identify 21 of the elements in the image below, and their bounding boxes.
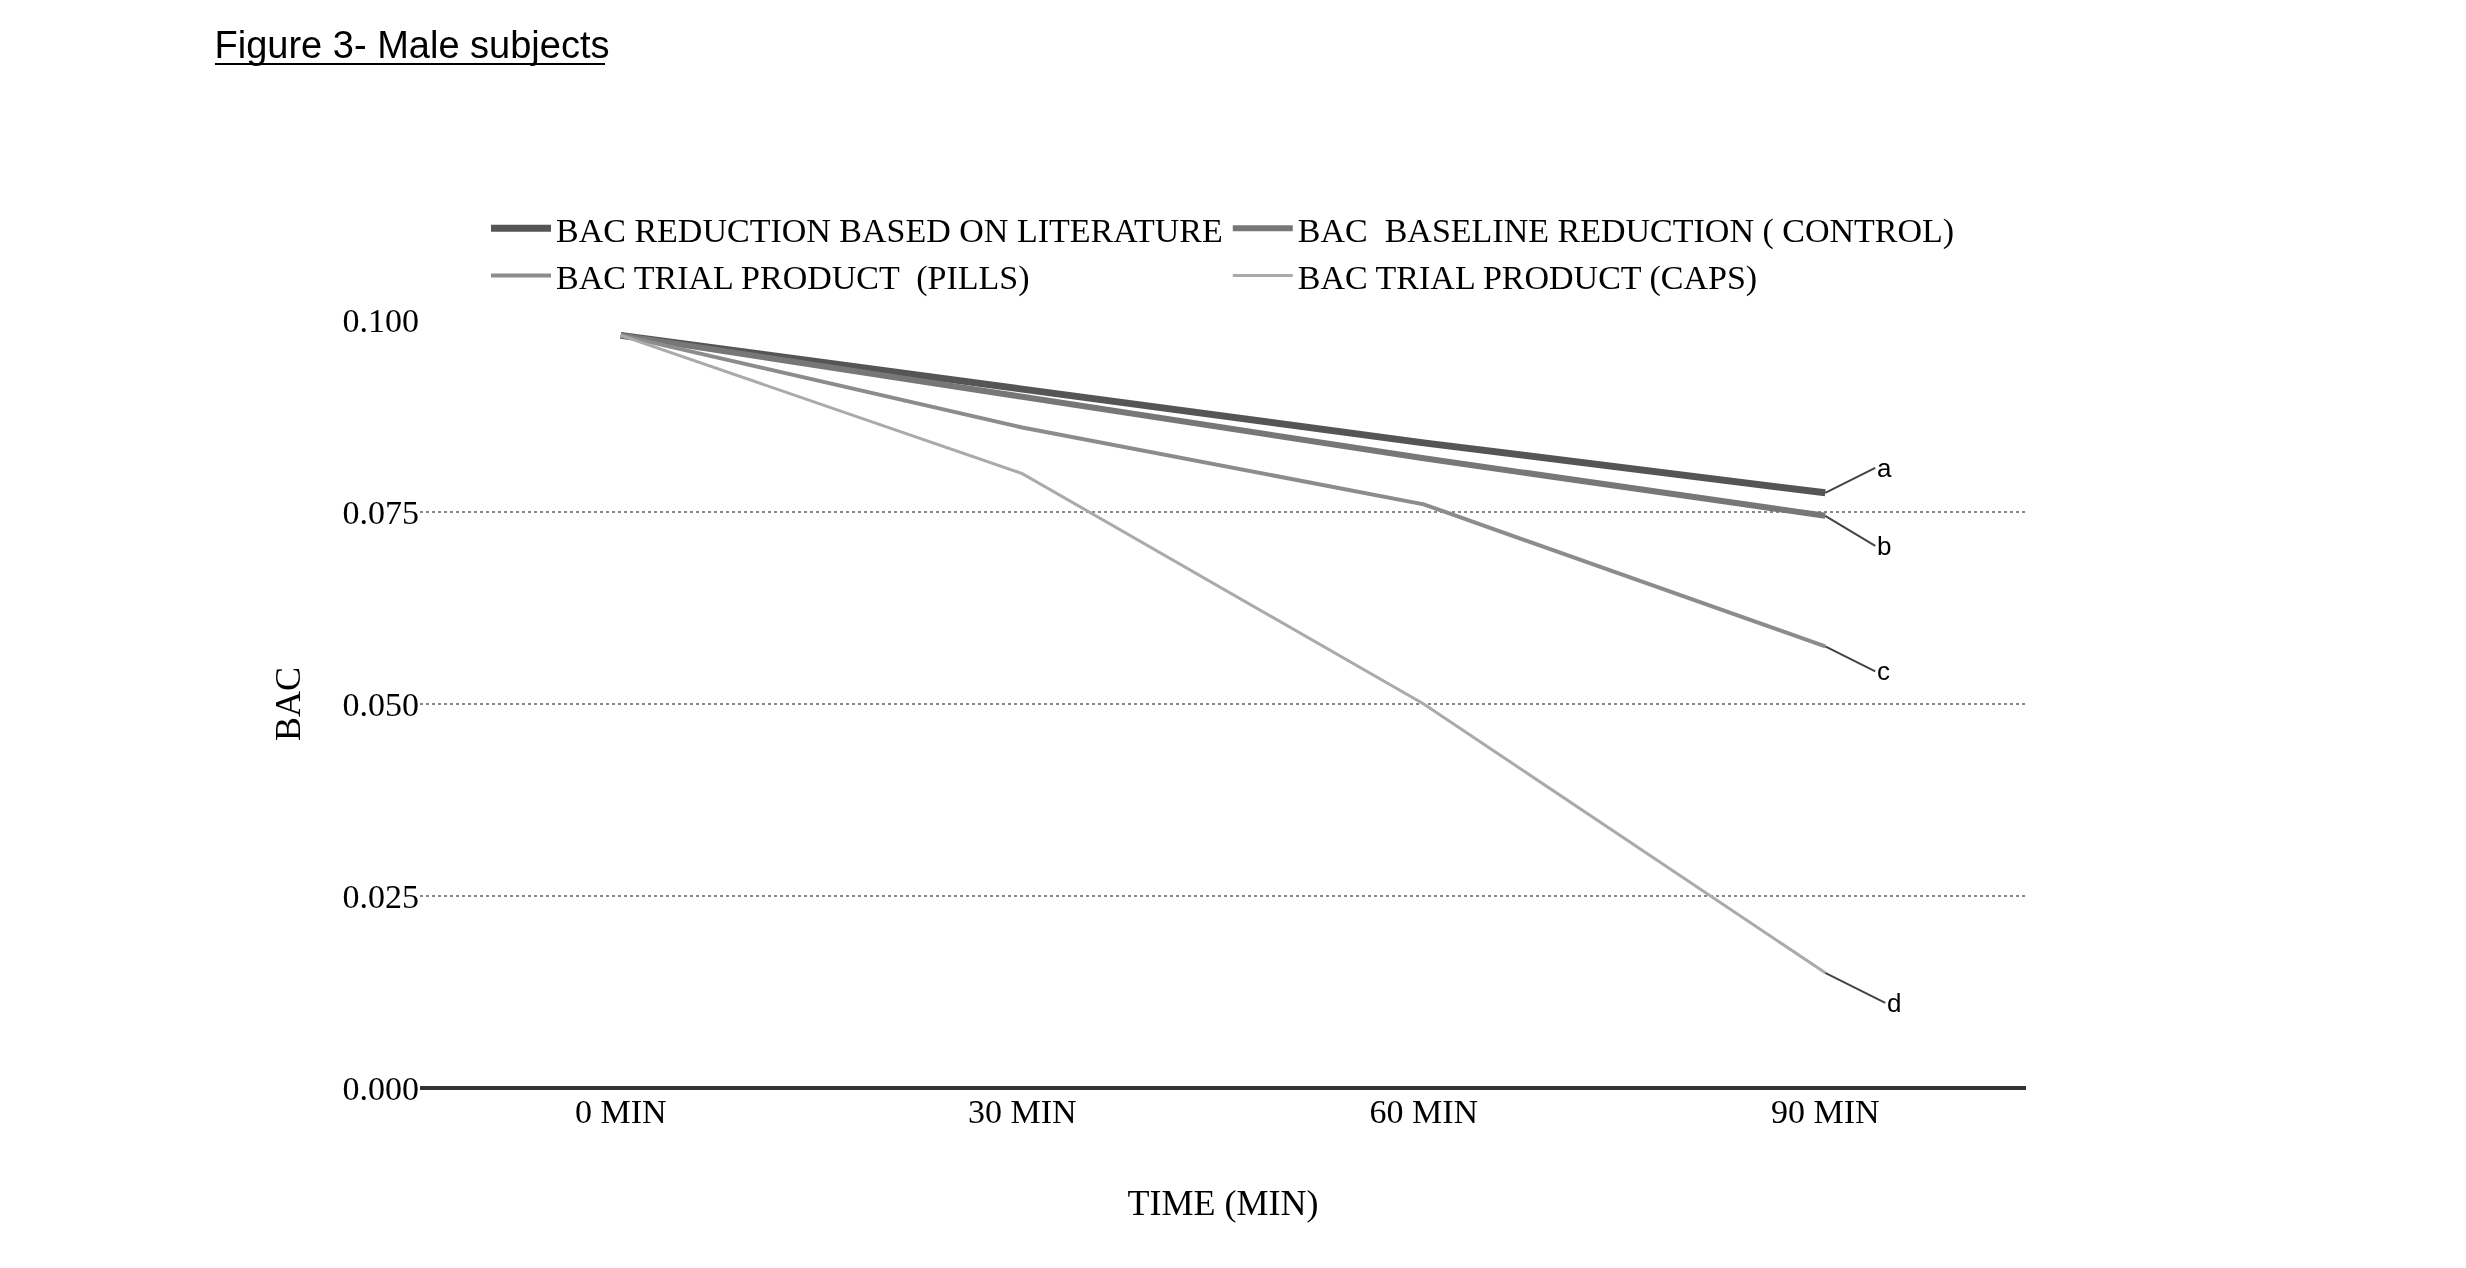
y-tick-label: 0.025 [342, 877, 419, 915]
annotation: b [1877, 531, 1892, 561]
legend-label: BAC TRIAL PRODUCT (PILLS) [556, 258, 1030, 297]
y-tick-label: 0.050 [342, 685, 419, 723]
x-tick-label: 0 MIN [574, 1093, 667, 1130]
annotation: c [1877, 656, 1890, 686]
annotation: d [1887, 988, 1902, 1018]
x-tick-label: 30 MIN [967, 1093, 1077, 1130]
y-tick-label: 0.075 [342, 493, 419, 531]
x-axis-title: TIME (MIN) [1127, 1182, 1319, 1223]
y-tick-label: 0.100 [342, 301, 419, 339]
chart-title: Figure 3- Male subjects [214, 24, 610, 67]
line-series [619, 333, 1827, 975]
legend-label: BAC TRIAL PRODUCT (CAPS) [1297, 258, 1758, 297]
legend-label: BAC BASELINE REDUCTION ( CONTROL) [1297, 211, 1955, 250]
x-tick-label: 60 MIN [1369, 1093, 1479, 1130]
annotation: a [1877, 453, 1892, 483]
y-axis-title: BAC [268, 666, 309, 742]
x-tick-label: 90 MIN [1770, 1093, 1880, 1130]
legend-label: BAC REDUCTION BASED ON LITERATURE [556, 211, 1223, 249]
y-tick-label: 0.000 [342, 1069, 419, 1107]
